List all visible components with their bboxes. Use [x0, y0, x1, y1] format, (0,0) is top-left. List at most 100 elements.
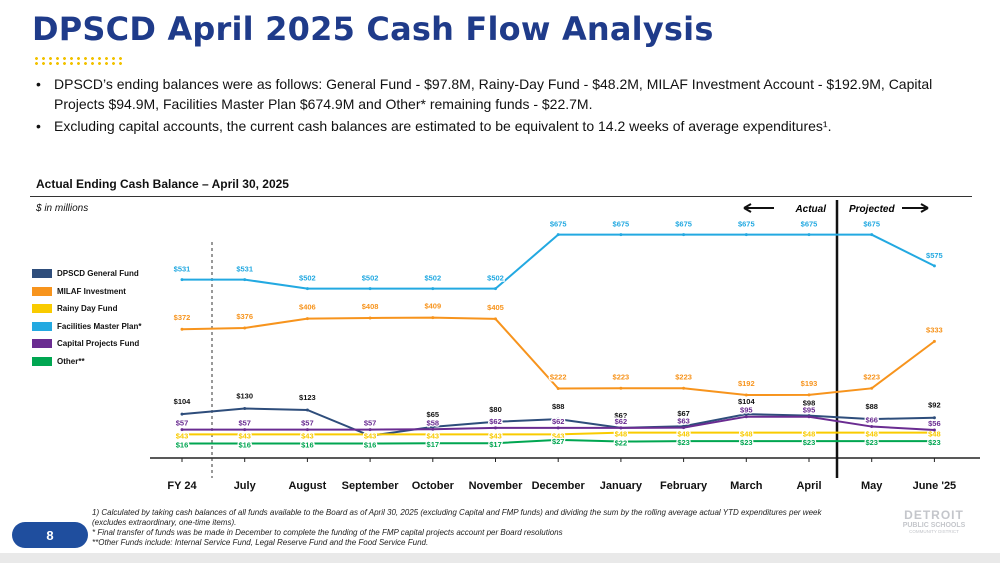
- chart-title: Actual Ending Cash Balance – April 30, 2…: [36, 177, 289, 191]
- legend-label-other: Other**: [57, 356, 85, 366]
- title-dot-decoration: [33, 56, 123, 66]
- data-label-capital-projects-fund-8: $63: [677, 417, 690, 426]
- point-rainy-day-fund-7: [619, 431, 623, 435]
- data-label-rainy-day-fund-11: $48: [865, 430, 878, 439]
- series-line-milaf-investment: [181, 316, 935, 397]
- point-facilities-master-plan-1: [243, 278, 247, 282]
- data-label-milaf-investment-12: $333: [926, 325, 943, 334]
- point-capital-projects-fund-5: [494, 426, 497, 430]
- point-facilities-master-plan-5: [494, 287, 497, 291]
- page-number: 8: [12, 522, 88, 548]
- legend-label-capital-projects-fund: Capital Projects Fund: [57, 339, 140, 349]
- data-label-capital-projects-fund-7: $62: [615, 417, 628, 426]
- point-milaf-investment-10: [807, 393, 811, 397]
- point-facilities-master-plan-12: [932, 264, 936, 268]
- legend-item-other: Other**: [32, 353, 141, 371]
- x-label-november: November: [469, 480, 524, 492]
- slide-title: DPSCD April 2025 Cash Flow Analysis: [32, 10, 714, 48]
- bullet-ending-balances: DPSCD’s ending balances were as follows:…: [36, 74, 936, 114]
- data-label-dpscd-general-fund-4: $65: [427, 410, 440, 419]
- point-capital-projects-fund-4: [431, 427, 435, 431]
- chart-title-divider: [30, 196, 972, 197]
- data-label-milaf-investment-8: $223: [675, 372, 692, 381]
- point-capital-projects-fund-1: [243, 428, 247, 432]
- point-capital-projects-fund-7: [619, 426, 623, 430]
- data-label-rainy-day-fund-6: $43: [552, 431, 565, 440]
- data-label-dpscd-general-fund-8: $67: [677, 409, 690, 418]
- footnote-2: * Final transfer of funds was be made in…: [92, 528, 563, 537]
- data-label-facilities-master-plan-5: $502: [487, 274, 504, 283]
- data-label-other-10: $23: [803, 438, 816, 447]
- point-other-6: [556, 438, 560, 442]
- x-label-july: July: [234, 480, 257, 492]
- units-note: $ in millions: [36, 203, 89, 214]
- data-label-rainy-day-fund-10: $48: [803, 430, 816, 439]
- legend-swatch-dpscd-general-fund: [32, 269, 52, 279]
- legend-swatch-rainy-day-fund: [32, 304, 52, 314]
- point-facilities-master-plan-4: [431, 287, 435, 291]
- data-label-other-12: $23: [928, 438, 941, 447]
- point-facilities-master-plan-3: [368, 287, 372, 291]
- point-milaf-investment-3: [368, 316, 372, 320]
- data-label-milaf-investment-4: $409: [424, 302, 441, 311]
- point-milaf-investment-1: [243, 326, 247, 330]
- point-capital-projects-fund-8: [682, 426, 686, 430]
- data-label-rainy-day-fund-0: $43: [176, 431, 189, 440]
- data-label-milaf-investment-6: $222: [550, 373, 567, 382]
- data-label-rainy-day-fund-5: $43: [489, 431, 502, 440]
- point-milaf-investment-8: [682, 386, 686, 390]
- point-other-3: [368, 442, 372, 446]
- point-other-7: [619, 440, 623, 444]
- x-label-august: August: [288, 480, 326, 492]
- data-label-milaf-investment-1: $376: [236, 312, 253, 321]
- legend-label-facilities-master-plan: Facilities Master Plan*: [57, 321, 142, 331]
- data-label-rainy-day-fund-3: $43: [364, 431, 377, 440]
- legend-item-facilities-master-plan: Facilities Master Plan*: [32, 318, 141, 336]
- data-label-dpscd-general-fund-5: $80: [489, 405, 502, 414]
- data-label-facilities-master-plan-4: $502: [424, 274, 441, 283]
- point-rainy-day-fund-12: [932, 431, 936, 435]
- data-label-facilities-master-plan-1: $531: [236, 265, 253, 274]
- x-label-october: October: [412, 480, 455, 492]
- data-label-other-3: $16: [364, 441, 377, 450]
- x-label-january: January: [600, 480, 643, 492]
- legend-item-rainy-day-fund: Rainy Day Fund: [32, 300, 141, 318]
- data-label-other-8: $23: [677, 438, 690, 447]
- point-facilities-master-plan-10: [807, 233, 811, 237]
- point-capital-projects-fund-2: [305, 428, 309, 432]
- point-dpscd-general-fund-9: [744, 412, 748, 416]
- point-dpscd-general-fund-5: [494, 420, 497, 424]
- data-label-milaf-investment-0: $372: [174, 313, 191, 322]
- x-label-june-25: June '25: [913, 480, 957, 492]
- data-label-milaf-investment-10: $193: [801, 379, 818, 388]
- point-facilities-master-plan-2: [305, 287, 309, 291]
- footer-bar: [0, 553, 1000, 563]
- point-milaf-investment-12: [932, 339, 936, 343]
- point-dpscd-general-fund-12: [932, 416, 936, 420]
- point-rainy-day-fund-9: [744, 431, 748, 435]
- data-label-capital-projects-fund-9: $95: [740, 406, 753, 415]
- data-label-rainy-day-fund-1: $43: [238, 431, 251, 440]
- point-milaf-investment-9: [744, 393, 748, 397]
- footnotes: 1) Calculated by taking cash balances of…: [92, 508, 852, 548]
- data-label-other-7: $22: [615, 439, 628, 448]
- district-logo: DETROIT PUBLIC SCHOOLS COMMUNITY DISTRIC…: [888, 508, 980, 534]
- data-label-dpscd-general-fund-9: $104: [738, 397, 756, 406]
- bullet-list: DPSCD’s ending balances were as follows:…: [36, 74, 936, 138]
- point-rainy-day-fund-4: [431, 432, 435, 436]
- point-other-4: [431, 441, 435, 445]
- bullet-weeks-expenditure: Excluding capital accounts, the current …: [36, 116, 936, 136]
- projected-label: Projected: [849, 204, 895, 215]
- data-label-rainy-day-fund-7: $48: [615, 430, 628, 439]
- x-label-february: February: [660, 480, 708, 492]
- data-label-capital-projects-fund-5: $62: [489, 417, 502, 426]
- point-other-2: [305, 442, 309, 446]
- point-rainy-day-fund-1: [243, 432, 247, 436]
- point-dpscd-general-fund-2: [305, 408, 309, 412]
- point-milaf-investment-7: [619, 386, 623, 390]
- data-label-capital-projects-fund-11: $66: [865, 416, 878, 425]
- data-label-milaf-investment-5: $405: [487, 303, 504, 312]
- point-other-1: [243, 442, 247, 446]
- point-facilities-master-plan-8: [682, 233, 686, 237]
- point-milaf-investment-4: [431, 316, 435, 320]
